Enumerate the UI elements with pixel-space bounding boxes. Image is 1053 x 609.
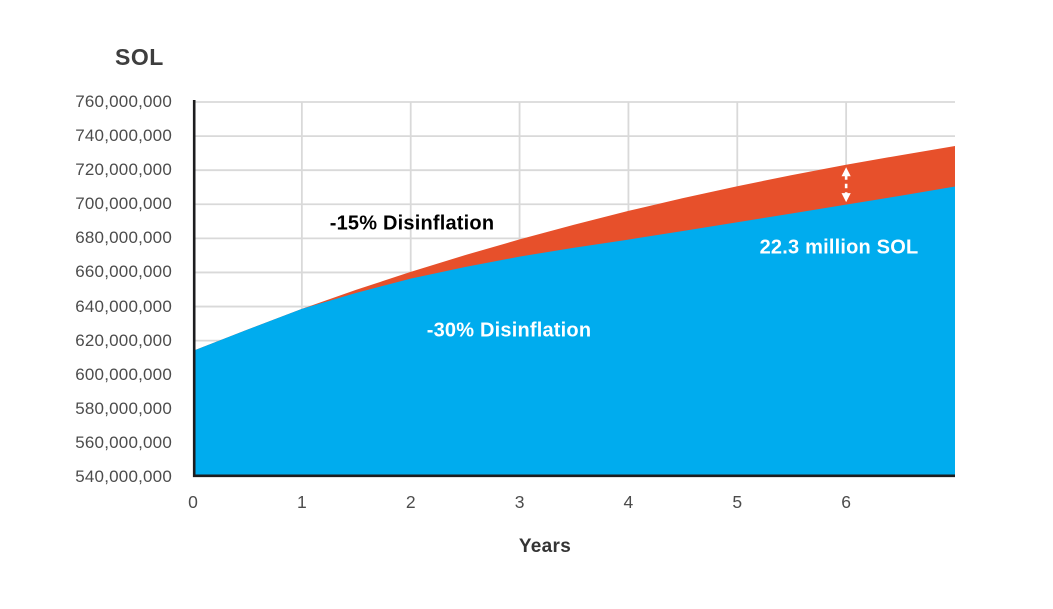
y-tick-label: 620,000,000 [75, 330, 172, 350]
y-tick-label: 740,000,000 [75, 126, 172, 146]
y-tick-label: 720,000,000 [75, 160, 172, 180]
y-axis-title: SOL [115, 44, 164, 70]
y-tick-label: 540,000,000 [75, 467, 172, 486]
x-axis-labels: 0 1 2 3 4 5 6 [188, 490, 955, 520]
supply-area-chart [192, 100, 955, 478]
x-axis-title: Years [518, 536, 572, 557]
x-tick-label: 5 [732, 492, 743, 512]
y-tick-label: 760,000,000 [75, 92, 172, 111]
x-tick-label: 3 [514, 492, 525, 512]
y-axis-labels: 760,000,000 740,000,000 720,000,000 700,000… [0, 92, 172, 486]
y-tick-label: 660,000,000 [75, 262, 172, 282]
x-tick-label: 0 [188, 492, 198, 512]
y-tick-label: 600,000,000 [75, 364, 172, 384]
y-tick-label: 680,000,000 [75, 228, 172, 248]
y-tick-label: 640,000,000 [75, 296, 172, 316]
x-tick-label: 2 [405, 492, 416, 512]
label-30-percent-disinflation: -30% Disinflation [426, 319, 592, 342]
gap-arrow [841, 167, 851, 203]
plot-area: -15% Disinflation -30% Disinflation 22.3… [192, 100, 958, 482]
y-tick-label: 580,000,000 [75, 398, 172, 418]
label-15-percent-disinflation: -15% Disinflation [329, 212, 495, 235]
y-tick-label: 560,000,000 [75, 432, 172, 452]
area-series-30-disinflation [193, 186, 955, 476]
y-tick-label: 700,000,000 [75, 194, 172, 214]
x-tick-label: 1 [296, 492, 307, 512]
x-tick-label: 6 [841, 492, 852, 512]
label-gap-22-million-sol: 22.3 million SOL [759, 236, 919, 259]
x-tick-label: 4 [623, 492, 634, 512]
